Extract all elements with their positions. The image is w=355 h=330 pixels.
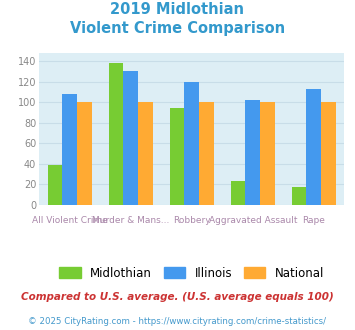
Bar: [260, 102, 275, 205]
Bar: [321, 102, 336, 205]
Text: Robbery: Robbery: [173, 216, 211, 225]
Bar: [245, 100, 260, 205]
Text: Violent Crime Comparison: Violent Crime Comparison: [70, 21, 285, 36]
Bar: [123, 71, 138, 205]
Bar: [292, 187, 306, 205]
Text: Aggravated Assault: Aggravated Assault: [208, 216, 297, 225]
Legend: Midlothian, Illinois, National: Midlothian, Illinois, National: [55, 262, 329, 284]
Bar: [306, 89, 321, 205]
Text: All Violent Crime: All Violent Crime: [32, 216, 108, 225]
Bar: [184, 82, 199, 205]
Bar: [138, 102, 153, 205]
Text: © 2025 CityRating.com - https://www.cityrating.com/crime-statistics/: © 2025 CityRating.com - https://www.city…: [28, 317, 327, 326]
Text: 2019 Midlothian: 2019 Midlothian: [110, 2, 245, 16]
Text: Compared to U.S. average. (U.S. average equals 100): Compared to U.S. average. (U.S. average …: [21, 292, 334, 302]
Bar: [77, 102, 92, 205]
Bar: [199, 102, 214, 205]
Bar: [48, 165, 62, 205]
Bar: [170, 108, 184, 205]
Text: Rape: Rape: [302, 216, 325, 225]
Bar: [62, 94, 77, 205]
Bar: [109, 63, 123, 205]
Text: Murder & Mans...: Murder & Mans...: [92, 216, 169, 225]
Bar: [231, 181, 245, 205]
